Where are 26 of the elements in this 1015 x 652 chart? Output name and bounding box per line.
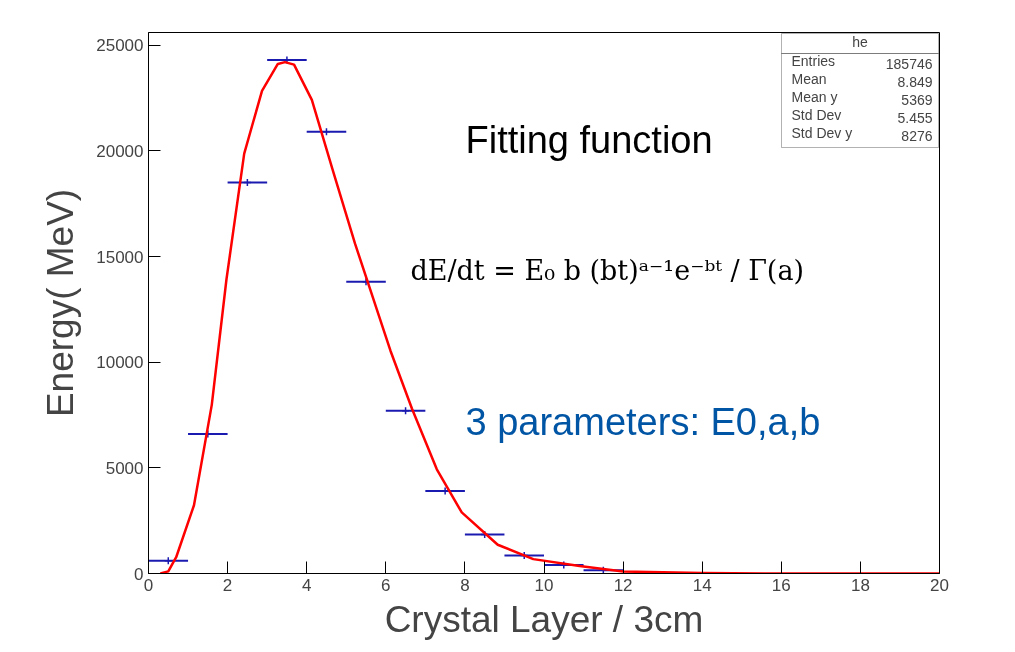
x-tick-label: 2 xyxy=(222,575,233,595)
annotation: 3 parameters: E0,a,b xyxy=(465,400,821,443)
x-tick-label: 6 xyxy=(381,575,391,595)
x-tick-label: 12 xyxy=(613,575,633,595)
y-tick-label: 15000 xyxy=(96,247,144,267)
text: Entries 185746 xyxy=(791,52,933,72)
y-tick-label: 25000 xyxy=(96,36,144,56)
text: Std Dev y 8276 xyxy=(791,124,933,144)
y-axis-title: Energy( MeV) xyxy=(40,188,82,418)
x-tick-label: 16 xyxy=(771,575,791,595)
annotation: dE/dt = E₀ b (bt)ᵃ⁻¹e⁻ᵇᵗ / Γ(a) xyxy=(410,254,805,286)
x-axis-title: Crystal Layer / 3cm xyxy=(384,598,704,640)
x-tick-label: 14 xyxy=(692,575,712,595)
y-tick-label: 10000 xyxy=(96,353,144,373)
x-tick-label: 10 xyxy=(534,575,554,595)
text: Std Dev 5.455 xyxy=(791,106,933,126)
annotation: he xyxy=(852,33,868,50)
x-tick-label: 8 xyxy=(460,575,470,595)
annotation: Fitting function xyxy=(465,118,713,161)
x-tick-label: 18 xyxy=(850,575,870,595)
y-tick-label: 20000 xyxy=(96,141,144,161)
x-tick-label: 4 xyxy=(301,575,312,595)
text: Mean 8.849 xyxy=(791,70,933,90)
x-tick-label: 20 xyxy=(930,575,949,595)
text: Mean y 5369 xyxy=(791,88,933,108)
y-tick-label: 5000 xyxy=(105,458,144,478)
